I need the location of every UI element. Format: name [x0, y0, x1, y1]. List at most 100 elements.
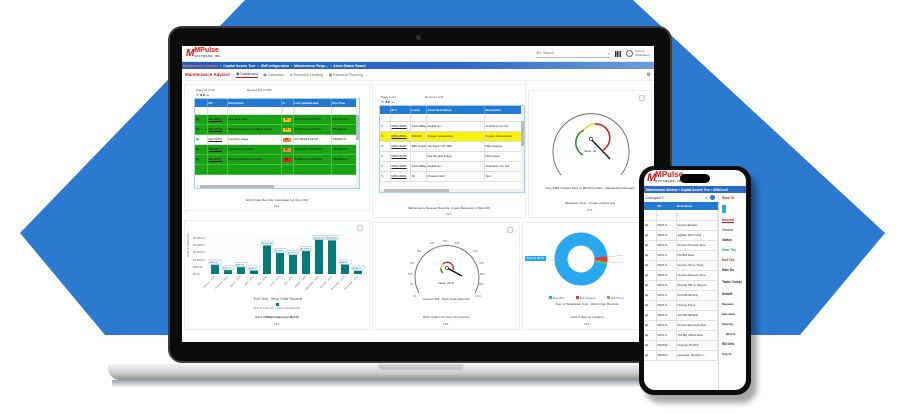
- filter-search-icon[interactable]: ⌕: [484, 114, 524, 122]
- breadcrumb-item[interactable]: AMConfiguration: [260, 63, 289, 68]
- svg-text:July - 2023: July - 2023: [283, 275, 294, 286]
- mpulse-logo[interactable]: M MPulse SOFTWARE, INC.: [186, 46, 222, 60]
- horizontal-scrollbar[interactable]: [380, 189, 524, 192]
- list-item[interactable]: ▤ WKO-0... Service Chevy Truck: [644, 260, 718, 271]
- table-row[interactable]: ▤ WO-00273 Inventory usage PR 6/17/2024 8:43…: [195, 134, 359, 145]
- layout-select[interactable]: Cost layout 2 ▾: [644, 193, 718, 202]
- table-row[interactable]: ✎ MRQ-00002 J3 Pressure Roll Test: [380, 171, 524, 182]
- list-item[interactable]: ▤ WKO-0... The Big Yellow Hoist: [644, 330, 718, 341]
- filter-search-icon[interactable]: ⌕: [331, 107, 359, 115]
- svg-text:75%: 75%: [479, 263, 484, 265]
- clipboard-icon: ▤: [644, 290, 657, 301]
- tab-general[interactable]: General: [722, 218, 734, 222]
- panel-more-button[interactable]: •••: [443, 321, 449, 326]
- table-row[interactable]: ▤ WO-00274 Generator is broken Eh 6/9/2024 1…: [195, 144, 359, 155]
- user-menu[interactable]: Sam & Whanderer: [626, 49, 650, 57]
- search-input[interactable]: ☰▾ Search... ⌕: [536, 50, 611, 58]
- table-row[interactable]: ▤ WO-00272 Backup generator is making nois…: [195, 124, 359, 135]
- phone-detail-pane: Work Or General Genera Status Start Tim …: [719, 193, 746, 390]
- breadcrumb-item[interactable]: Asset Status Board: [333, 63, 366, 68]
- legend-item[interactable]: PCC Store 1: [607, 296, 624, 300]
- list-item[interactable]: ▤ WKO-0... Service Elevator: [644, 220, 718, 231]
- horizontal-scrollbar[interactable]: [195, 185, 359, 188]
- filter-search-icon[interactable]: ⌕: [390, 114, 411, 122]
- list-item[interactable]: ▤ WKO-0... Anti PM Monthly: [644, 290, 718, 301]
- col-updated[interactable]: Last updated date: [293, 99, 332, 107]
- apps-grid-icon[interactable]: [615, 50, 622, 57]
- col-location[interactable]: Locat...: [410, 106, 427, 114]
- svg-text:$669.67: $669.67: [340, 262, 349, 264]
- list-item[interactable]: ▤ WKO-0... Agitator 300 ml Pal: [644, 230, 718, 241]
- col-description[interactable]: Description: [676, 202, 718, 210]
- tab-resource-leveling[interactable]: ⚙ Resource Leveling: [289, 72, 323, 77]
- legend-item[interactable]: Admin Bldg: [549, 296, 564, 300]
- breadcrumb-item[interactable]: Maintenance Requ...: [294, 63, 328, 68]
- search-icon[interactable]: ⌕: [607, 50, 611, 56]
- settings-gear-icon[interactable]: ⚙: [646, 71, 651, 78]
- pager-controls[interactable]: ⏮ ◀ ▶ ⏭: [381, 100, 395, 104]
- filter-search-icon[interactable]: ⌕: [656, 210, 677, 221]
- list-item[interactable]: ▤ WKO00... Generator Monthly In...: [644, 350, 718, 361]
- tab-resource-planning[interactable]: ▦ Resource Planning: [328, 72, 363, 77]
- clipboard-icon: ▤: [195, 134, 208, 145]
- filter-search-icon[interactable]: ⌕: [207, 107, 228, 115]
- detail-work-order: Work O: [726, 332, 736, 336]
- table-row[interactable]: ▤ WO-00275 Backup generator is broken PR 6/9…: [195, 154, 359, 165]
- vertical-scrollbar[interactable]: [356, 99, 359, 188]
- panel-more-button[interactable]: •••: [274, 321, 280, 326]
- filter-search-icon[interactable]: ⌕: [227, 107, 282, 115]
- panel-more-button[interactable]: •••: [584, 321, 590, 326]
- table-row[interactable]: ✎ MRQ-00015 Fire Dry End Pulper PM request: [380, 151, 524, 162]
- table-row[interactable]: ✎ MRQ-00003 Admin Bldg Auditorium Auditorium…: [380, 121, 524, 132]
- breadcrumb-item[interactable]: Capital Assets Tree: [223, 63, 256, 68]
- tab-calendars[interactable]: ▦ Calendars: [263, 72, 284, 77]
- panel-more-button[interactable]: •••: [274, 203, 280, 208]
- col-status[interactable]: S...: [281, 99, 294, 107]
- panel-more-button[interactable]: •••: [446, 211, 452, 216]
- panel-menu-icon[interactable]: [639, 95, 645, 101]
- col-asset-description[interactable]: Asset Description: [426, 106, 485, 114]
- col-id[interactable]: ID#: [656, 202, 676, 210]
- panel-more-button[interactable]: •••: [587, 207, 593, 212]
- list-item[interactable]: ▤ WKO-0... Anti PM Monthly: [644, 310, 718, 321]
- list-item[interactable]: ▤ WKO-0... Service Pressure Scre...: [644, 270, 718, 281]
- col-id[interactable]: ID#: [207, 99, 228, 107]
- table-row[interactable]: ▤ WO-00271 new work order Eh 6/7/2024 2:26:4…: [195, 114, 359, 125]
- svg-text:$230.81: $230.81: [353, 268, 362, 270]
- clipboard-icon: ▤: [195, 144, 208, 155]
- col-description[interactable]: Description: [227, 99, 282, 107]
- list-item[interactable]: ▤ WKO-0... Change Pump: [644, 300, 718, 311]
- filter-search-icon[interactable]: ⌕: [293, 107, 332, 115]
- logo-name: MPulse: [194, 46, 219, 54]
- breadcrumb-item[interactable]: Maintenance Advisor: [183, 63, 219, 68]
- status-badge: PR: [282, 157, 291, 162]
- legend-item[interactable]: None Assigned: [576, 296, 595, 300]
- panel-menu-icon[interactable]: [357, 225, 363, 231]
- panel-menu-icon[interactable]: [507, 227, 513, 233]
- svg-text:April - 2023: April - 2023: [244, 275, 255, 286]
- vertical-scrollbar[interactable]: [521, 106, 524, 192]
- tab-dashboard[interactable]: ▦ Dashboard: [236, 71, 258, 78]
- table-row[interactable]: ✎ MRQ-00001 300OH3 Oxygen concentrator Oxyge…: [380, 131, 524, 142]
- table-row[interactable]: ✎ MRQ-00006 Admin Bldg Auditorium Auditorium…: [380, 161, 524, 172]
- svg-text:0%: 0%: [413, 296, 416, 298]
- list-item[interactable]: ▤ WKO-0... PM Boil Kleer: [644, 250, 718, 261]
- col-id[interactable]: ID #: [390, 106, 411, 114]
- col-end-time[interactable]: End Time: [331, 99, 359, 107]
- filter-search-icon[interactable]: ⌕: [426, 114, 485, 122]
- phone-breadcrumb[interactable]: Maintenance Advisor › Capital Assets Tre…: [644, 186, 746, 193]
- list-item[interactable]: ▤ WKO-0... Service Electronic Mon...: [644, 320, 718, 331]
- pager-controls[interactable]: ⏮ ◀ ▶ ⏭: [196, 93, 210, 97]
- svg-text:$2,399.60: $2,399.60: [327, 238, 338, 240]
- chart-legend[interactable]: Sum of Total Cost - Work Order Records: [253, 307, 301, 310]
- list-item[interactable]: ▤ WKO-0... Service Pressure Scre...: [644, 240, 718, 251]
- settings-icon[interactable]: [710, 195, 715, 200]
- filter-search-icon[interactable]: ⌕: [281, 107, 294, 115]
- cost-by-month-panel: Sum of Total Cost $0.00 $500.00 $1,000.00 $…: [184, 220, 370, 330]
- filter-search-icon[interactable]: ⌕: [676, 210, 718, 221]
- list-item[interactable]: ▤ WKO-0... Monthly PM on Shop H...: [644, 280, 718, 291]
- filter-search-icon[interactable]: ⌕: [410, 114, 427, 122]
- col-description[interactable]: Description: [484, 106, 524, 114]
- list-item[interactable]: ▤ WKO00... Crainger Monthly: [644, 340, 718, 351]
